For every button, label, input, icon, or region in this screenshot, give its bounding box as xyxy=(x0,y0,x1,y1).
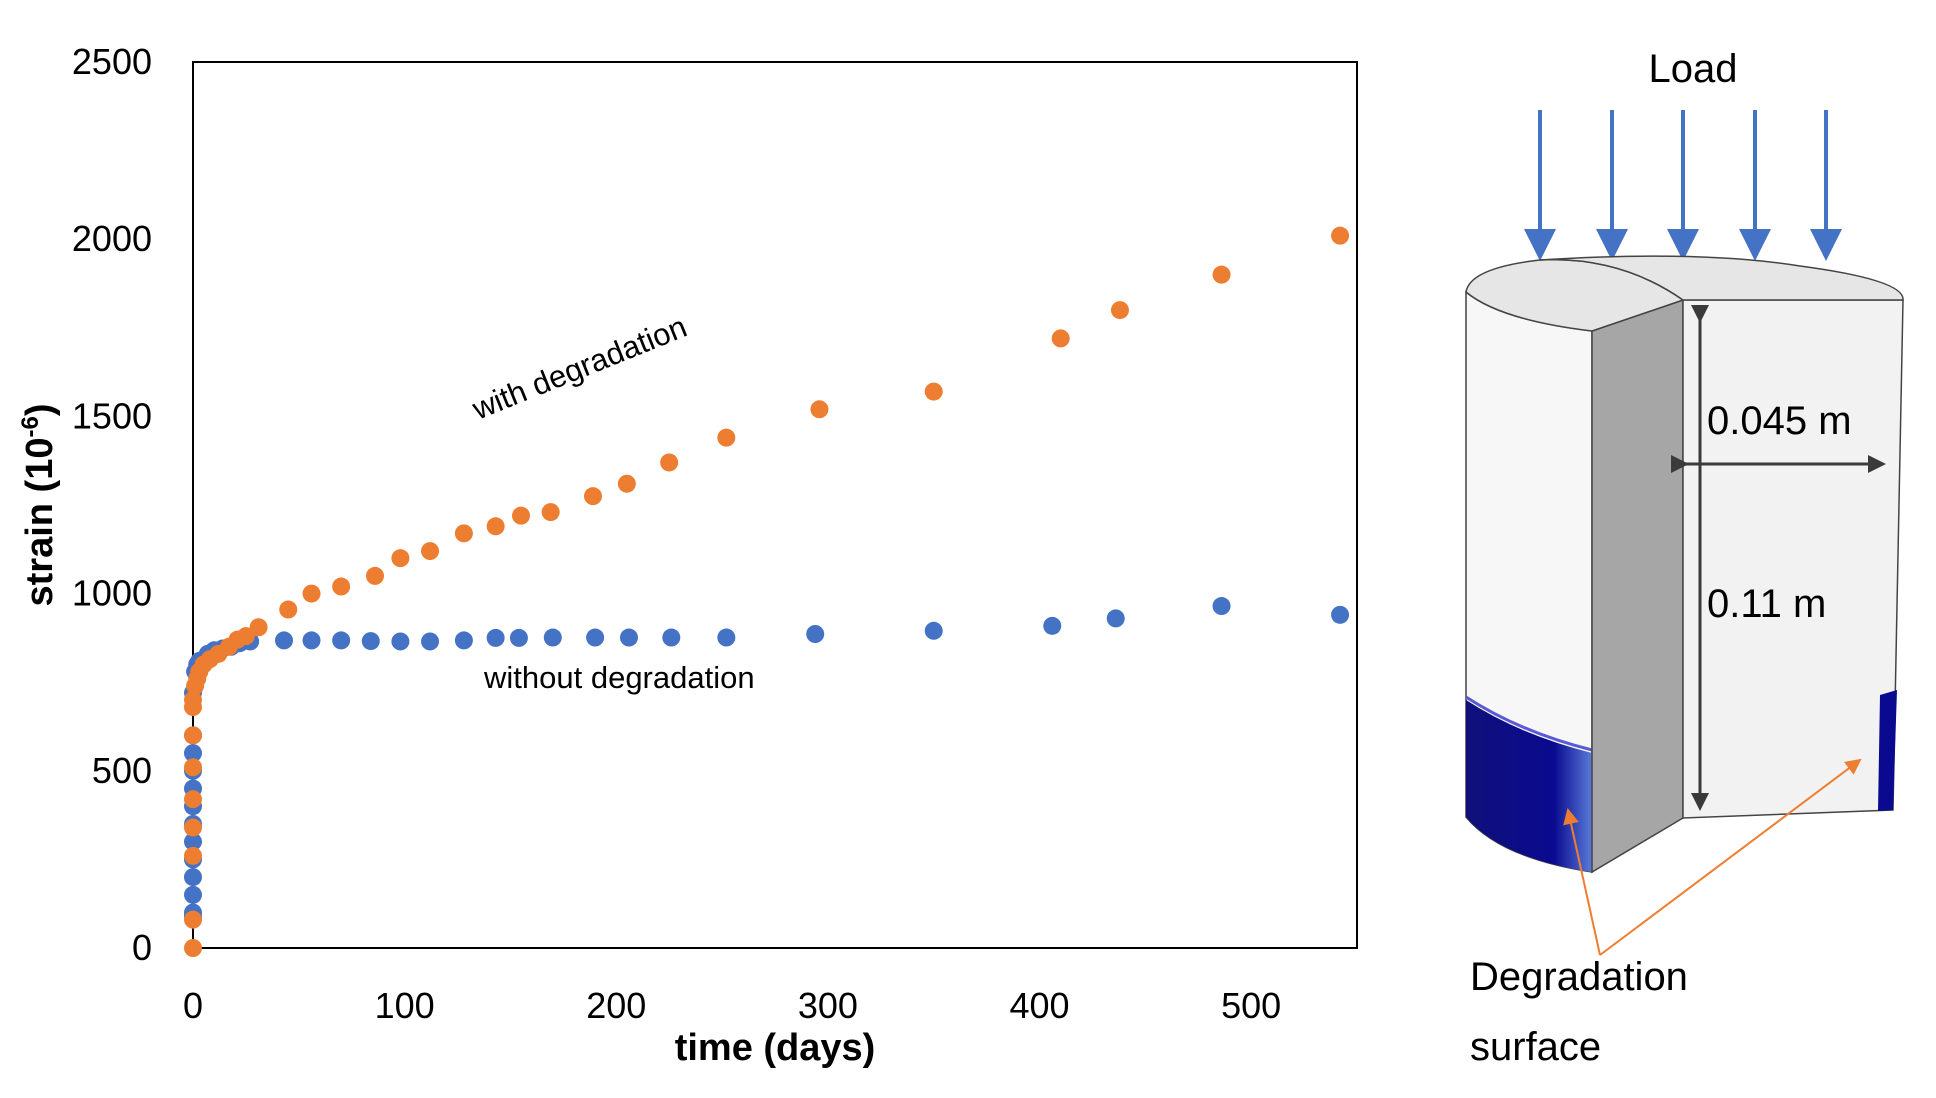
data-point xyxy=(184,758,202,777)
degradation-label-line2: surface xyxy=(1470,1025,1601,1069)
data-point xyxy=(1331,605,1350,624)
y-axis-title: strain (10-6) xyxy=(17,404,61,607)
data-point xyxy=(332,631,351,650)
data-point xyxy=(717,428,736,447)
data-point xyxy=(236,627,255,646)
data-point xyxy=(586,628,605,647)
data-point xyxy=(1043,616,1062,635)
data-point xyxy=(366,566,385,585)
data-point xyxy=(717,628,736,647)
data-point xyxy=(454,524,473,543)
y-tick-label: 1000 xyxy=(72,573,152,614)
x-tick-label: 300 xyxy=(798,985,858,1026)
data-point xyxy=(662,628,681,647)
with-degradation-label: with degradation xyxy=(467,309,692,427)
data-point xyxy=(810,400,829,419)
data-point xyxy=(619,628,638,647)
data-point xyxy=(184,885,202,904)
data-point xyxy=(279,600,298,619)
data-point xyxy=(184,744,202,763)
data-point xyxy=(660,453,679,472)
data-point xyxy=(924,382,943,401)
data-points xyxy=(184,226,1350,957)
without-degradation-label: without degradation xyxy=(483,660,755,695)
data-point xyxy=(512,506,531,525)
data-point xyxy=(391,632,410,651)
degraded-band-left xyxy=(1466,700,1592,872)
x-tick-label: 400 xyxy=(1010,985,1070,1026)
y-axis-title-main: strain (10 xyxy=(19,438,61,607)
data-point xyxy=(302,584,321,603)
inner-face xyxy=(1682,299,1904,819)
cylinder-top-right xyxy=(1539,255,1904,301)
data-point xyxy=(275,631,294,650)
data-point xyxy=(421,542,440,561)
y-axis-title-close: ) xyxy=(19,404,61,417)
data-point xyxy=(1051,329,1070,348)
data-point xyxy=(421,632,440,651)
data-point xyxy=(806,625,825,644)
load-arrows xyxy=(1524,110,1842,261)
series-1 xyxy=(184,226,1350,957)
x-tick-label: 0 xyxy=(183,985,203,1026)
data-point xyxy=(361,632,380,651)
load-label: Load xyxy=(1649,47,1738,91)
data-point xyxy=(184,910,202,929)
data-point xyxy=(543,628,562,647)
data-point xyxy=(332,577,351,596)
data-point xyxy=(486,517,505,536)
y-tick-label: 1500 xyxy=(72,395,152,436)
data-point xyxy=(541,503,560,522)
plot-area xyxy=(192,61,1358,949)
x-axis-title: time (days) xyxy=(675,1027,876,1069)
data-point xyxy=(617,474,636,493)
cylinder-diagram: Load 0.045 m 0.11 m Degradation xyxy=(1465,47,1904,1069)
data-point xyxy=(184,868,202,887)
y-tick-label: 500 xyxy=(92,750,152,791)
data-point xyxy=(509,628,528,647)
data-point xyxy=(302,631,321,650)
data-point xyxy=(184,790,202,809)
pointer-arrow-left xyxy=(1563,808,1601,956)
x-tick-labels: 0 100 200 300 400 500 xyxy=(183,985,1281,1026)
data-point xyxy=(924,621,943,640)
data-point xyxy=(1212,265,1231,284)
data-point xyxy=(1110,301,1129,320)
data-point xyxy=(486,628,505,647)
data-point xyxy=(184,726,202,745)
y-tick-labels: 0 500 1000 1500 2000 2500 xyxy=(72,41,152,968)
strain-time-chart: 0 500 1000 1500 2000 2500 0 100 200 300 400 500 ti… xyxy=(17,41,1358,1069)
y-tick-label: 0 xyxy=(132,927,152,968)
data-point xyxy=(454,631,473,650)
data-point xyxy=(1212,597,1231,616)
data-point xyxy=(583,487,602,506)
data-point xyxy=(184,690,202,709)
data-point xyxy=(1106,609,1125,628)
data-point xyxy=(249,618,268,637)
data-point xyxy=(1331,226,1350,245)
data-point xyxy=(184,818,202,837)
degraded-band-right xyxy=(1878,690,1897,811)
y-tick-label: 2000 xyxy=(72,218,152,259)
degradation-label-line1: Degradation xyxy=(1470,955,1688,999)
y-axis-title-exponent: -6 xyxy=(17,416,44,437)
pointer-arrow-right xyxy=(1599,758,1862,956)
y-tick-label: 2500 xyxy=(72,41,152,82)
radius-label: 0.045 m xyxy=(1707,399,1852,443)
degradation-front-left xyxy=(1465,695,1593,752)
x-tick-label: 100 xyxy=(375,985,435,1026)
cut-face xyxy=(1591,298,1684,874)
data-point xyxy=(184,939,202,957)
x-tick-label: 500 xyxy=(1221,985,1281,1026)
series-0 xyxy=(184,597,1350,926)
x-tick-label: 200 xyxy=(586,985,646,1026)
data-point xyxy=(184,846,202,865)
data-point xyxy=(391,549,410,568)
data-point xyxy=(184,832,202,851)
height-label: 0.11 m xyxy=(1707,582,1826,626)
